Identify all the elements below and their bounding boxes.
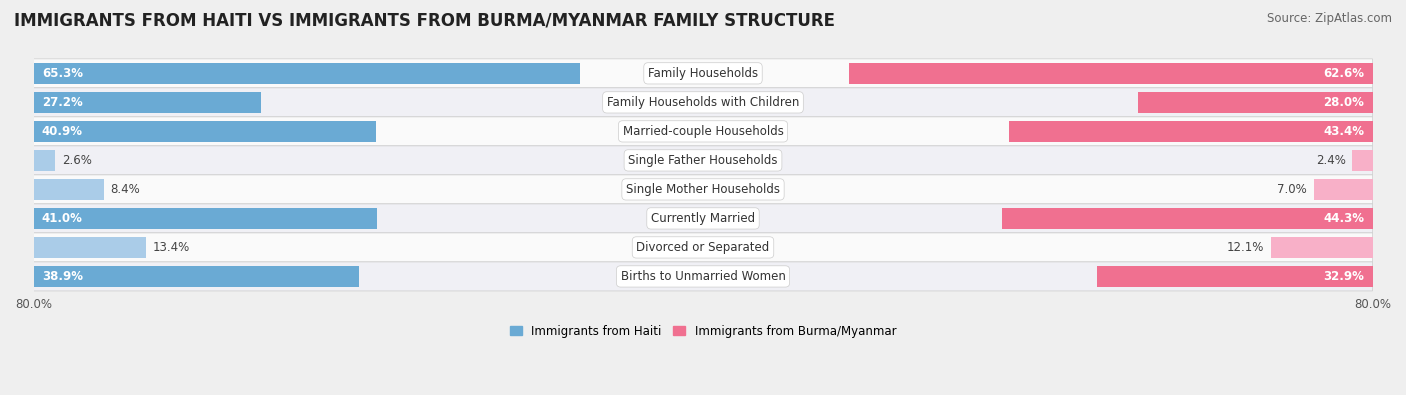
Bar [849, 63, 1372, 84]
Bar [1010, 121, 1372, 142]
Text: Divorced or Separated: Divorced or Separated [637, 241, 769, 254]
Text: IMMIGRANTS FROM HAITI VS IMMIGRANTS FROM BURMA/MYANMAR FAMILY STRUCTURE: IMMIGRANTS FROM HAITI VS IMMIGRANTS FROM… [14, 12, 835, 30]
Text: Family Households with Children: Family Households with Children [607, 96, 799, 109]
Text: 40.9%: 40.9% [42, 125, 83, 138]
Bar [34, 92, 262, 113]
Text: 32.9%: 32.9% [1323, 270, 1364, 283]
Text: 27.2%: 27.2% [42, 96, 83, 109]
Bar [1097, 266, 1372, 287]
Bar [34, 208, 377, 229]
FancyBboxPatch shape [34, 59, 1372, 88]
Text: 2.6%: 2.6% [62, 154, 91, 167]
Bar [1353, 150, 1372, 171]
Bar [1139, 92, 1372, 113]
Text: Family Households: Family Households [648, 67, 758, 80]
FancyBboxPatch shape [34, 262, 1372, 291]
Text: 2.4%: 2.4% [1316, 154, 1346, 167]
Text: Source: ZipAtlas.com: Source: ZipAtlas.com [1267, 12, 1392, 25]
Text: 7.0%: 7.0% [1278, 183, 1308, 196]
Bar [34, 179, 104, 200]
Text: 62.6%: 62.6% [1323, 67, 1364, 80]
Text: 41.0%: 41.0% [42, 212, 83, 225]
Bar [34, 237, 146, 258]
Text: 65.3%: 65.3% [42, 67, 83, 80]
FancyBboxPatch shape [34, 175, 1372, 204]
FancyBboxPatch shape [34, 233, 1372, 262]
Text: Births to Unmarried Women: Births to Unmarried Women [620, 270, 786, 283]
Bar [34, 63, 581, 84]
Bar [34, 121, 375, 142]
FancyBboxPatch shape [34, 204, 1372, 233]
Bar [1271, 237, 1372, 258]
Legend: Immigrants from Haiti, Immigrants from Burma/Myanmar: Immigrants from Haiti, Immigrants from B… [505, 320, 901, 342]
Bar [34, 266, 359, 287]
FancyBboxPatch shape [34, 146, 1372, 175]
Text: 12.1%: 12.1% [1227, 241, 1264, 254]
Text: 8.4%: 8.4% [111, 183, 141, 196]
Text: 13.4%: 13.4% [152, 241, 190, 254]
Text: 44.3%: 44.3% [1323, 212, 1364, 225]
Text: Married-couple Households: Married-couple Households [623, 125, 783, 138]
FancyBboxPatch shape [34, 117, 1372, 146]
Text: 43.4%: 43.4% [1323, 125, 1364, 138]
Text: 38.9%: 38.9% [42, 270, 83, 283]
Text: Single Mother Households: Single Mother Households [626, 183, 780, 196]
Text: 28.0%: 28.0% [1323, 96, 1364, 109]
Bar [34, 150, 55, 171]
FancyBboxPatch shape [34, 88, 1372, 117]
Bar [1001, 208, 1372, 229]
Text: Currently Married: Currently Married [651, 212, 755, 225]
Text: Single Father Households: Single Father Households [628, 154, 778, 167]
Bar [1315, 179, 1372, 200]
